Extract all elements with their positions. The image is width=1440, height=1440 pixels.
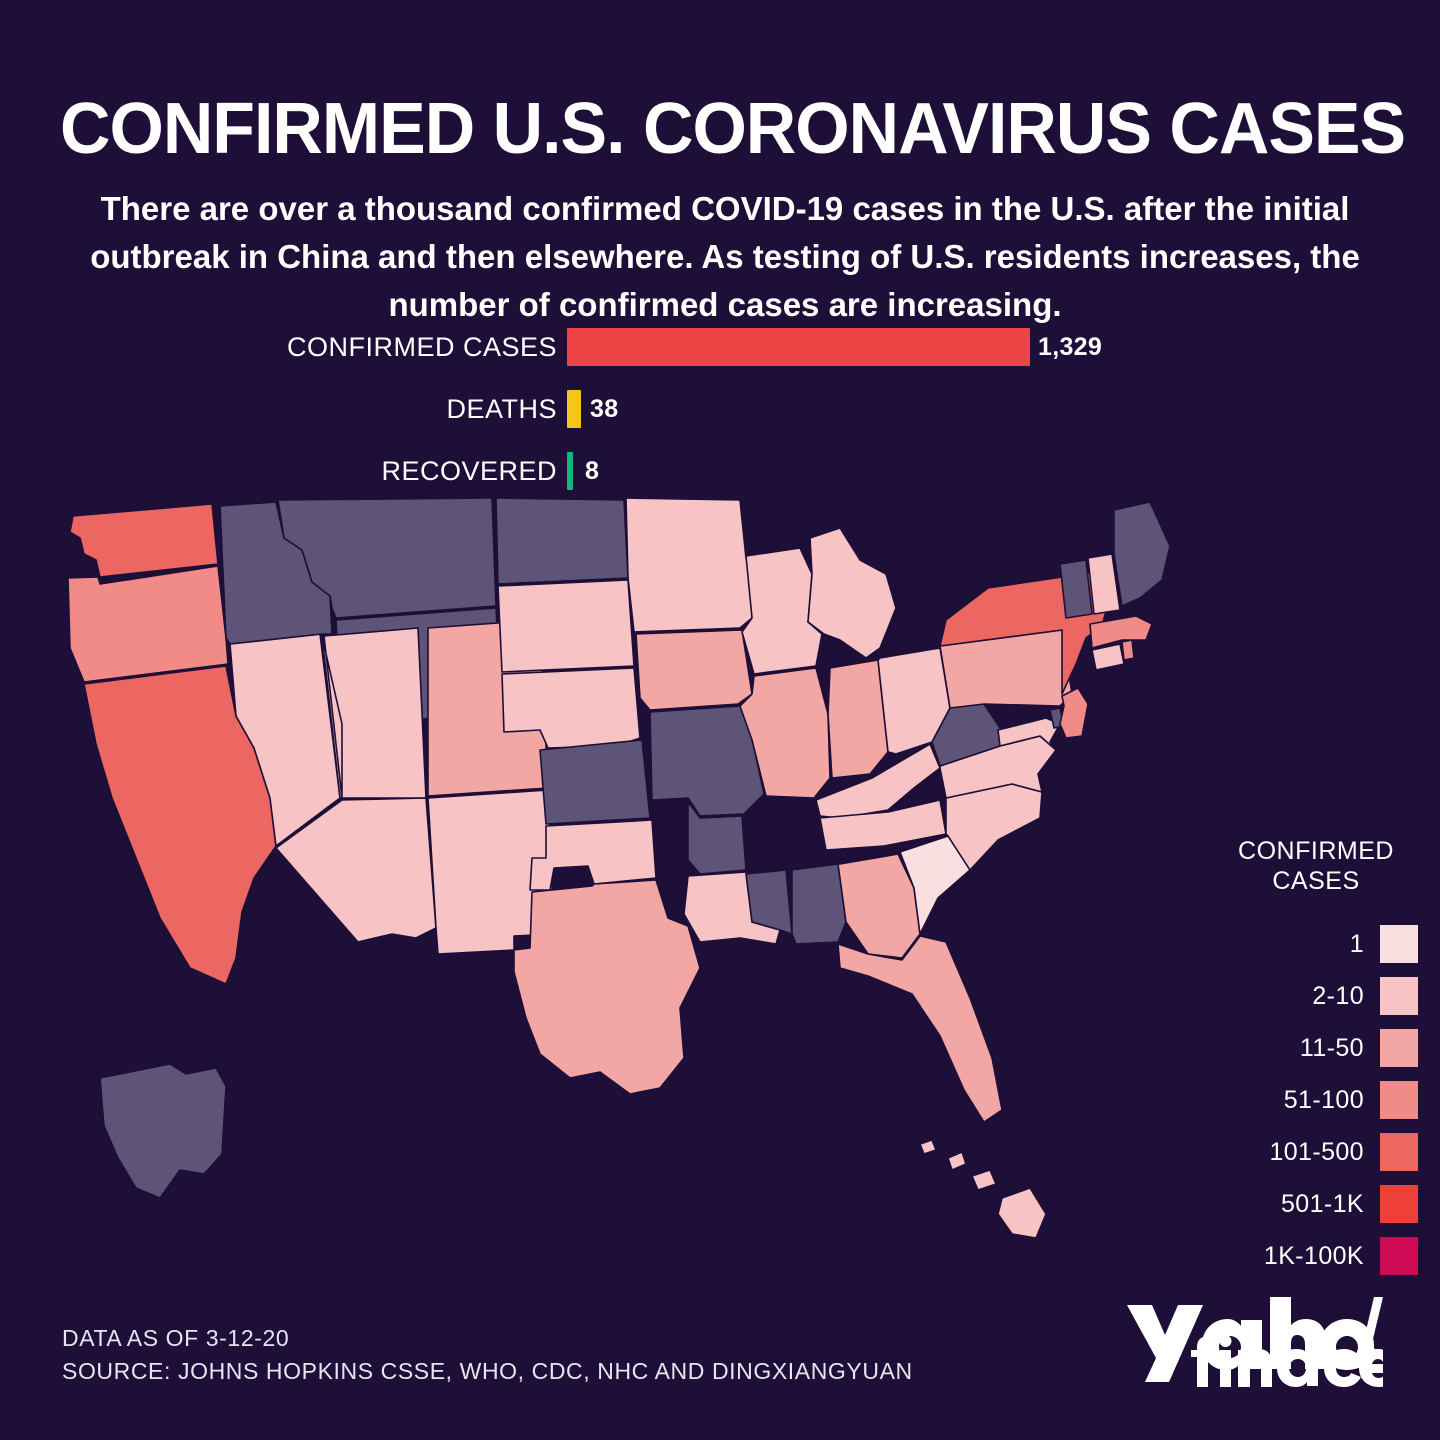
legend-swatch <box>1380 925 1418 963</box>
map-state-il[interactable] <box>739 667 831 799</box>
legend-row: 11-50 <box>1228 1022 1418 1074</box>
legend-label: 11-50 <box>1299 1033 1364 1062</box>
map-state-mn[interactable] <box>625 498 759 633</box>
map-state-wa[interactable] <box>69 503 219 578</box>
legend-title-line1: CONFIRMED <box>1238 837 1394 865</box>
stat-row-deaths: DEATHS 38 <box>0 390 1440 452</box>
map-state-vt[interactable] <box>1059 559 1093 619</box>
legend-swatch <box>1380 1237 1418 1275</box>
map-state-ct[interactable] <box>1091 643 1125 671</box>
map-state-hi[interactable] <box>919 1139 1047 1239</box>
map-state-nd[interactable] <box>495 498 629 585</box>
stat-label-deaths: DEATHS <box>446 394 557 424</box>
map-state-ar[interactable] <box>687 801 747 875</box>
data-as-of-text: DATA AS OF 3-12-20 <box>62 1325 290 1351</box>
map-state-or[interactable] <box>67 565 229 683</box>
stat-row-confirmed: CONFIRMED CASES 1,329 <box>0 328 1440 390</box>
map-state-ks[interactable] <box>539 739 651 825</box>
page-title: CONFIRMED U.S. CORONAVIRUS CASES <box>60 89 1406 170</box>
footer-credits: DATA AS OF 3-12-20 SOURCE: JOHNS HOPKINS… <box>62 1322 913 1388</box>
map-state-ok[interactable] <box>529 819 657 891</box>
map-state-nh[interactable] <box>1087 553 1121 615</box>
legend-items: 1 2-10 11-50 51-100 101-500 501-1K 1K-100K <box>1228 918 1418 1282</box>
legend-label: 1K-100K <box>1263 1241 1364 1270</box>
legend-row: 2-10 <box>1228 970 1418 1022</box>
map-state-al[interactable] <box>791 863 847 945</box>
map-state-fl[interactable] <box>837 935 1003 1123</box>
legend-swatch <box>1380 1185 1418 1223</box>
stat-bar-confirmed <box>567 328 1030 366</box>
map-state-nv[interactable] <box>229 633 341 847</box>
map-state-ms[interactable] <box>745 869 793 935</box>
stat-label-recovered: RECOVERED <box>381 456 557 486</box>
map-state-ia[interactable] <box>635 629 753 711</box>
stat-label-confirmed: CONFIRMED CASES <box>286 332 557 362</box>
legend-swatch <box>1380 1029 1418 1067</box>
map-state-ut[interactable] <box>321 627 427 799</box>
source-text: SOURCE: JOHNS HOPKINS CSSE, WHO, CDC, NH… <box>62 1358 913 1384</box>
summary-stats: CONFIRMED CASES 1,329 DEATHS 38 RECOVERE… <box>0 328 1440 514</box>
legend-row: 1 <box>1228 918 1418 970</box>
legend-row: 101-500 <box>1228 1126 1418 1178</box>
map-state-ga[interactable] <box>837 853 921 959</box>
legend-label: 101-500 <box>1269 1137 1364 1166</box>
map-state-md[interactable] <box>997 717 1061 751</box>
yahoo-finance-logo <box>1125 1297 1383 1393</box>
legend-label: 501-1K <box>1280 1189 1364 1218</box>
map-state-sd[interactable] <box>497 579 635 673</box>
stat-bar-deaths <box>567 390 581 428</box>
map-state-ak[interactable] <box>99 1063 227 1199</box>
map-state-az[interactable] <box>275 797 437 943</box>
subtitle-text: There are over a thousand confirmed COVI… <box>90 190 1360 323</box>
map-legend: CONFIRMED CASES 1 2-10 11-50 51-100 101-500 5… <box>1228 836 1418 1282</box>
stat-value-recovered: 8 <box>585 457 600 485</box>
legend-label: 2-10 <box>1312 981 1364 1010</box>
stat-value-deaths: 38 <box>590 395 619 423</box>
legend-row: 51-100 <box>1228 1074 1418 1126</box>
legend-row: 1K-100K <box>1228 1230 1418 1282</box>
map-svg <box>67 498 1171 1239</box>
legend-label: 51-100 <box>1283 1085 1364 1114</box>
legend-swatch <box>1380 977 1418 1015</box>
legend-title-line2: CASES <box>1272 867 1360 895</box>
legend-swatch <box>1380 1081 1418 1119</box>
legend-row: 501-1K <box>1228 1178 1418 1230</box>
stat-value-confirmed: 1,329 <box>1038 333 1103 361</box>
us-choropleth-map <box>40 498 1240 1298</box>
map-state-me[interactable] <box>1113 501 1171 607</box>
stat-row-recovered: RECOVERED 8 <box>0 452 1440 514</box>
legend-label: 1 <box>1349 929 1364 958</box>
map-state-tx[interactable] <box>513 879 701 1095</box>
map-state-wi[interactable] <box>741 547 823 675</box>
map-state-ri[interactable] <box>1121 639 1135 661</box>
map-state-ma[interactable] <box>1089 615 1153 649</box>
legend-title: CONFIRMED CASES <box>1228 836 1404 896</box>
map-state-nj[interactable] <box>1059 687 1089 739</box>
map-state-mt[interactable] <box>277 498 497 619</box>
map-state-in[interactable] <box>827 659 889 779</box>
legend-swatch <box>1380 1133 1418 1171</box>
map-state-mi[interactable] <box>807 527 897 659</box>
yahoo-finance-logo-icon <box>1127 1297 1383 1387</box>
stat-bar-recovered <box>567 452 573 490</box>
